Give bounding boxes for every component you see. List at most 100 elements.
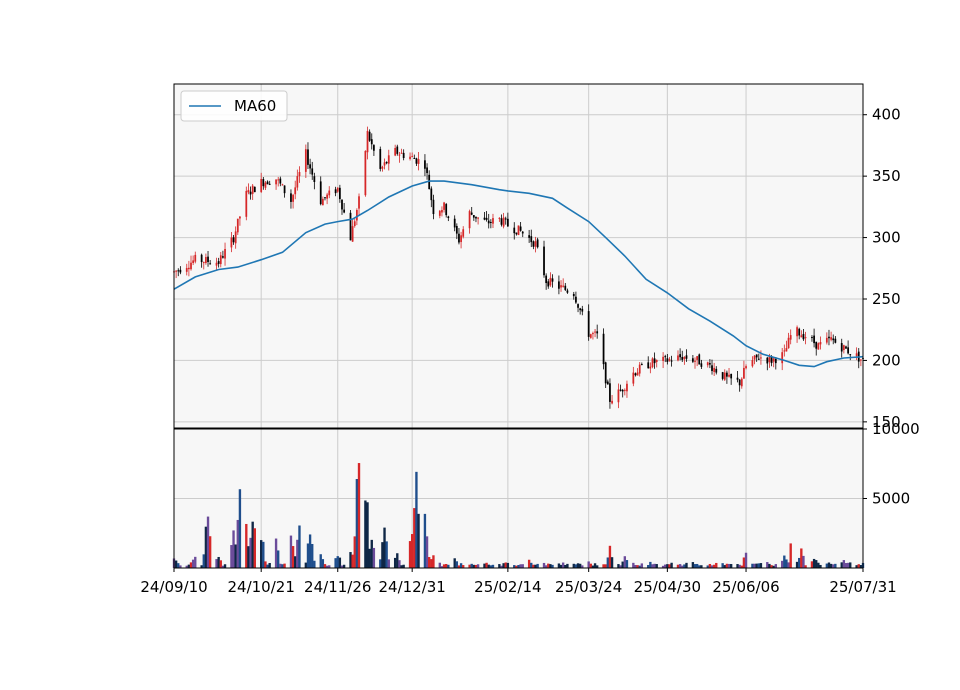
x-tick-label: 25/04/30 <box>634 578 701 596</box>
candle-up <box>260 179 263 192</box>
volume-bar <box>325 565 329 568</box>
candle-up <box>617 389 620 403</box>
candle-down <box>581 308 584 312</box>
candle-up <box>760 357 762 359</box>
candle-down <box>506 218 509 227</box>
candle-down <box>290 193 292 202</box>
candle-up <box>219 255 222 265</box>
volume-bar <box>685 562 688 568</box>
ma60-line <box>173 180 864 368</box>
volume-bar <box>234 544 237 568</box>
candle-down <box>432 199 435 215</box>
volume-bar <box>500 565 503 568</box>
candle-down <box>798 328 801 336</box>
candle-up <box>251 185 254 194</box>
candle-up <box>781 352 784 364</box>
volume-bar <box>215 559 218 568</box>
candle-down <box>313 176 316 182</box>
volume-bar <box>245 523 248 568</box>
candle-up <box>592 333 594 335</box>
volume-bar <box>800 548 803 568</box>
volume-bar <box>700 565 703 568</box>
candle-up <box>245 190 248 217</box>
candle-up <box>651 358 654 367</box>
volume-bar <box>736 564 739 568</box>
candle-down <box>370 139 373 145</box>
volume-bar <box>789 543 792 568</box>
candle-up <box>298 172 301 177</box>
volume-bar <box>370 539 373 568</box>
candle-down <box>513 227 516 234</box>
candle-up <box>336 187 339 192</box>
volume-bar <box>827 562 831 568</box>
x-tick-label: 24/09/10 <box>140 578 207 596</box>
volume-bar <box>653 563 656 568</box>
volume-bar <box>561 562 565 568</box>
volume-bar <box>279 563 282 568</box>
candle-down <box>845 346 847 349</box>
volume-bar <box>428 557 431 568</box>
volume-bar <box>517 565 520 568</box>
candle-up <box>281 184 284 186</box>
volume-bar <box>572 563 575 568</box>
volume-bar <box>819 564 822 568</box>
candle-down <box>596 331 599 334</box>
volume-bar <box>766 562 769 568</box>
volume-bar <box>447 564 450 568</box>
volume-bar <box>844 563 848 568</box>
candle-up <box>230 237 233 248</box>
candle-down <box>813 335 815 344</box>
candle-down <box>619 389 622 391</box>
candle-up <box>175 270 178 272</box>
candle-down <box>736 377 739 380</box>
volume-bar <box>810 561 814 568</box>
volume-y-tick-label: 5000 <box>872 490 910 508</box>
candle-up <box>441 209 443 213</box>
volume-bar <box>527 559 531 568</box>
volume-bar <box>515 565 518 568</box>
candle-down <box>179 269 182 273</box>
candle-down <box>572 293 575 297</box>
volume-bar <box>476 564 480 568</box>
volume-bar <box>698 565 701 568</box>
candle-down <box>307 149 309 165</box>
candle-up <box>594 331 596 333</box>
volume-bar <box>655 564 658 568</box>
volume-bar <box>187 564 191 568</box>
candle-down <box>547 281 550 287</box>
volume-bar <box>576 563 580 568</box>
candle-up <box>632 372 635 384</box>
volume-bar <box>338 557 342 568</box>
candle-down <box>428 174 431 190</box>
volume-bar <box>564 564 567 568</box>
candle-up <box>830 337 832 340</box>
candle-down <box>266 181 269 185</box>
volume-bar <box>744 552 748 568</box>
candle-up <box>842 345 845 351</box>
candle-up <box>662 356 664 361</box>
candle-up <box>562 285 565 287</box>
candle-up <box>800 335 803 338</box>
volume-bar <box>349 552 352 568</box>
candle-down <box>832 338 835 341</box>
candle-up <box>417 159 420 164</box>
candle-up <box>785 348 788 352</box>
volume-bar <box>204 526 208 568</box>
volume-bar <box>661 565 665 568</box>
volume-bar <box>398 560 401 568</box>
candle-up <box>364 150 367 196</box>
candle-up <box>713 367 716 372</box>
candle-up <box>696 356 699 360</box>
volume-bar <box>355 479 359 568</box>
candle-up <box>443 202 445 210</box>
volume-bar <box>795 561 799 568</box>
candle-up <box>683 356 686 360</box>
candle-up <box>398 154 401 156</box>
volume-bar <box>485 562 488 568</box>
volume-bar <box>400 565 403 568</box>
candle-up <box>560 285 562 288</box>
volume-bar <box>336 556 339 568</box>
volume-bars <box>172 463 865 568</box>
candle-down <box>679 354 682 358</box>
candle-up <box>753 355 756 360</box>
